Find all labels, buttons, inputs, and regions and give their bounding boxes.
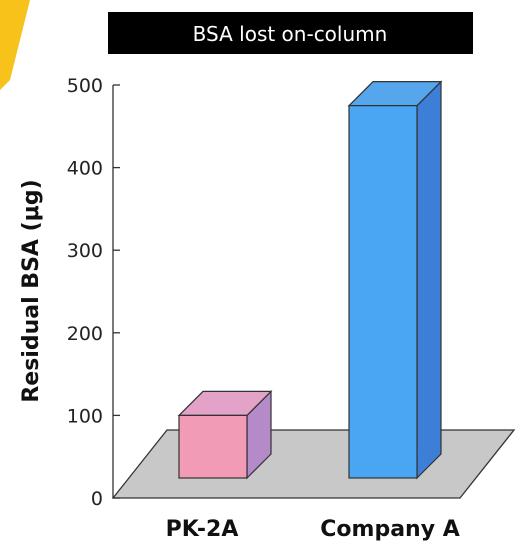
category-label: PK-2A — [166, 517, 239, 542]
bar-2 — [348, 105, 418, 479]
y-tick-label: 200 — [67, 323, 103, 345]
y-tick-label: 500 — [67, 75, 103, 97]
y-tick-label: 100 — [67, 405, 103, 427]
bars — [177, 80, 443, 480]
chart-floor — [111, 429, 516, 499]
y-tick-label: 400 — [67, 158, 103, 180]
y-axis-ticks: 0 100 200 300 400 500 — [67, 75, 120, 510]
corner-accent-shape — [0, 0, 30, 90]
title-bar — [108, 12, 473, 54]
y-tick-label: 300 — [67, 240, 103, 262]
bar-1 — [178, 414, 248, 479]
y-tick-label: 0 — [91, 488, 103, 510]
y-axis-label: Residual BSA (μg) — [19, 179, 44, 402]
bar-side-2 — [416, 80, 442, 480]
chart-title: BSA lost on-column — [193, 22, 388, 46]
category-labels: PK-2A Company A — [166, 517, 460, 542]
category-label: Company A — [320, 517, 459, 542]
